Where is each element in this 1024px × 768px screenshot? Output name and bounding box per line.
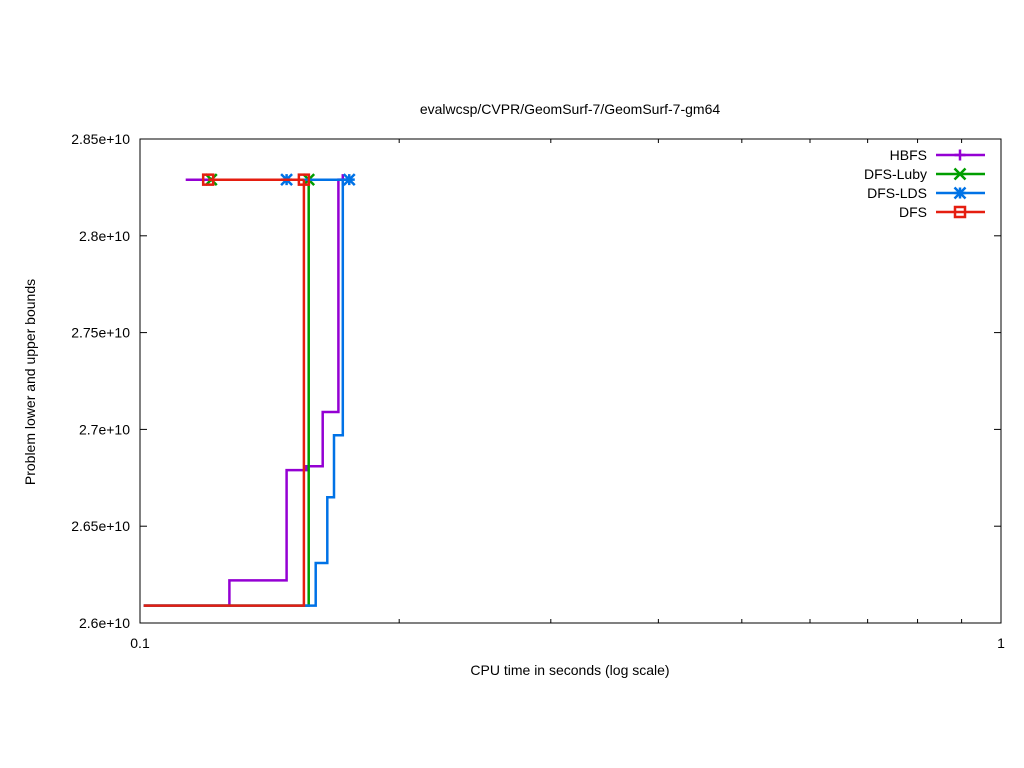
series-marker (954, 149, 966, 161)
series-marker (953, 205, 967, 219)
plot-frame (139, 138, 1002, 624)
y-tick-label: 2.75e+10 (71, 325, 130, 341)
series-lower-bound-line (143, 179, 340, 607)
series-marker (201, 173, 215, 186)
y-axis-label: Problem lower and upper bounds (22, 279, 38, 485)
series-marker (953, 167, 967, 181)
legend-label: HBFS (890, 147, 927, 163)
plot-area (143, 173, 356, 607)
y-tick-label: 2.8e+10 (79, 228, 130, 244)
series-marker (297, 173, 311, 186)
y-tick-label: 2.65e+10 (71, 518, 130, 534)
x-tick-label: 0.1 (130, 635, 150, 651)
legend-label: DFS-Luby (864, 166, 927, 182)
legend-entry: DFS-Luby (864, 166, 985, 182)
series-dfs (143, 173, 311, 607)
series-marker (342, 173, 356, 187)
series-marker (953, 186, 967, 200)
legend-entry: DFS-LDS (867, 185, 985, 201)
y-tick-label: 2.6e+10 (79, 615, 130, 631)
x-tick-label: 1 (997, 635, 1005, 651)
legend-entry: DFS (899, 204, 985, 220)
legend-label: DFS (899, 204, 927, 220)
chart-title: evalwcsp/CVPR/GeomSurf-7/GeomSurf-7-gm64 (420, 101, 721, 117)
legend: HBFS DFS-Luby DFS-LDS DFS (864, 147, 985, 220)
legend-label: DFS-LDS (867, 185, 927, 201)
legend-entry: HBFS (890, 147, 985, 163)
series-lower-bound-line (143, 179, 345, 607)
x-axis-label: CPU time in seconds (log scale) (470, 662, 669, 678)
y-tick-label: 2.7e+10 (79, 421, 130, 437)
y-tick-label: 2.85e+10 (71, 131, 130, 147)
series-lower-bound-line (143, 179, 306, 607)
